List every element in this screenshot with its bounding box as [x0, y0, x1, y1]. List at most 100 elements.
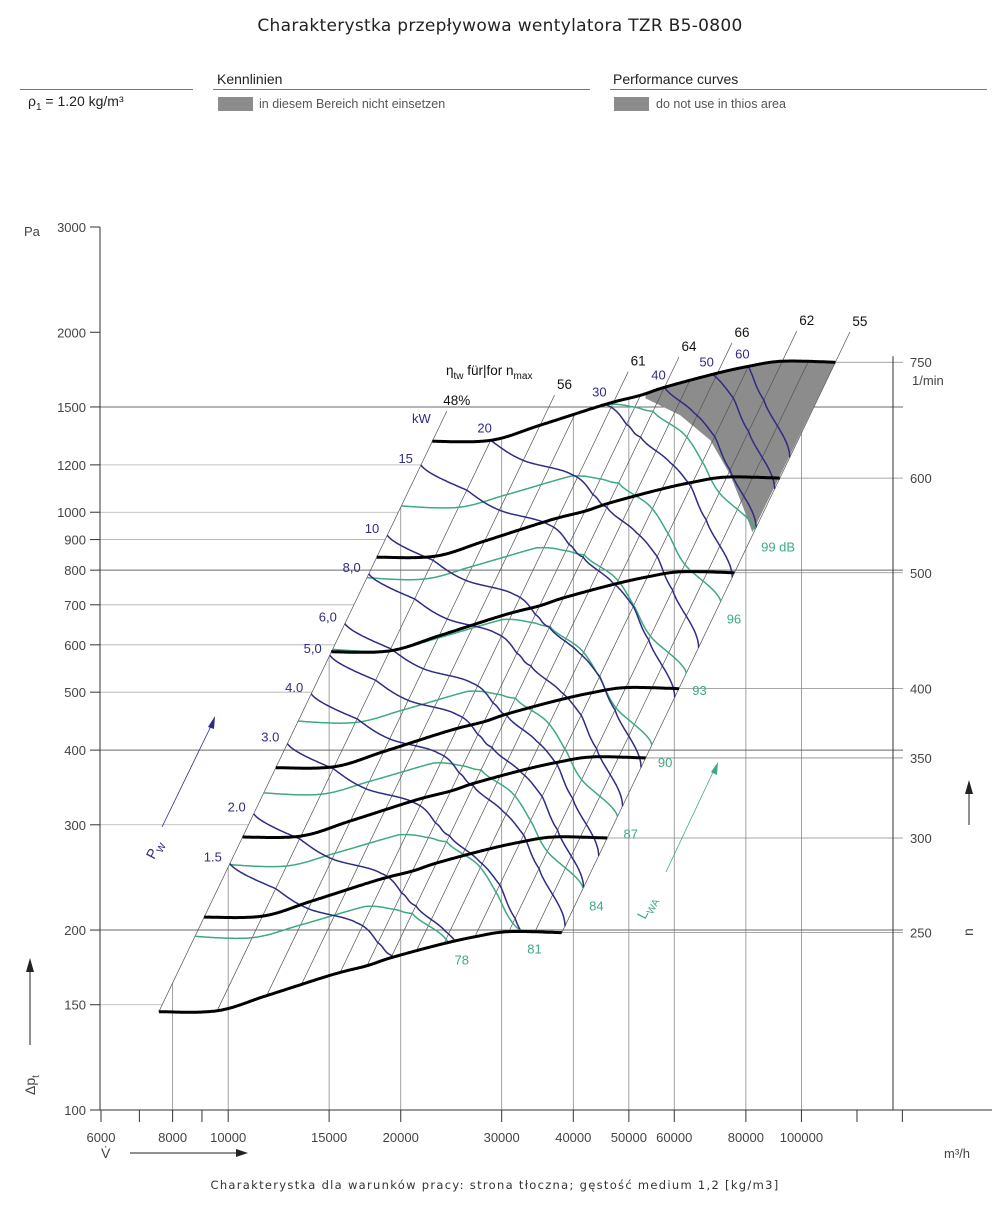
y-tick-label: 150	[64, 998, 86, 1013]
eta-symbol: η	[446, 363, 454, 378]
y-tick-label: 800	[64, 563, 86, 578]
y-tick-label: 1000	[57, 505, 86, 520]
eta-text: für|for n	[464, 363, 514, 378]
n-tick-label: 750	[910, 355, 932, 370]
speed-curve-500	[331, 570, 735, 654]
efficiency-line	[390, 356, 680, 958]
sound-curve-label: 90	[658, 755, 672, 770]
power-curve-label: 50	[699, 354, 713, 369]
power-curve-label: 40	[651, 367, 665, 382]
system-line	[366, 395, 641, 966]
efficiency-label: 64	[682, 339, 698, 354]
power-axis-label: PW	[143, 837, 170, 863]
n-arrow-head-icon	[965, 780, 973, 794]
sound-curve-label: 87	[624, 827, 638, 842]
power-curve-label: 10	[365, 521, 379, 536]
sound-curve-label: 96	[727, 611, 741, 626]
n-unit-label: 1/min	[912, 373, 944, 388]
svg-text:LWA: LWA	[634, 893, 663, 923]
footer-note: Charakterystka dla warunków pracy: stron…	[210, 1178, 780, 1192]
efficiency-line	[158, 410, 448, 1012]
divider	[20, 89, 193, 90]
y-arrow-head-icon	[26, 958, 34, 972]
eta-sub2: max	[514, 371, 533, 382]
power-curve-label: 20	[477, 420, 491, 435]
speed-curve-250	[158, 930, 563, 1014]
power-curve	[747, 366, 791, 458]
sound-curve-label: 84	[589, 898, 603, 913]
efficiency-label: 61	[631, 354, 646, 369]
power-curve-label: 60	[735, 346, 749, 361]
efficiency-label: 62	[799, 313, 814, 328]
y-tick-label: 1200	[57, 458, 86, 473]
x-tick-label: 15000	[311, 1130, 347, 1145]
x-tick-label: 20000	[383, 1130, 419, 1145]
n-tick-label: 250	[910, 926, 932, 941]
divider	[610, 89, 987, 90]
y-symbol-sub: t	[31, 1075, 42, 1078]
power-arrow-head-icon	[208, 716, 215, 729]
speed-curve-600	[376, 475, 780, 560]
en-heading: Performance curves	[613, 71, 739, 87]
speed-curve-300	[204, 835, 608, 920]
speed-curve-750	[432, 359, 836, 444]
power-curve	[712, 373, 776, 489]
efficiency-heading: ηtw für|for nmax	[446, 363, 532, 382]
sound-curve	[604, 403, 756, 530]
svg-text:PW: PW	[143, 837, 170, 863]
y-tick-label: 900	[64, 533, 86, 548]
sound-curve-label: 99 dB	[761, 540, 795, 555]
power-curve	[490, 439, 700, 648]
efficiency-line	[561, 331, 851, 933]
axes	[90, 226, 992, 1122]
efficiency-label: 55	[852, 314, 867, 329]
density-sub: 1	[35, 101, 42, 113]
y-tick-label: 200	[64, 923, 86, 938]
power-curve-label: 6,0	[319, 610, 337, 625]
en-legend-text: do not use in thios area	[656, 97, 786, 111]
y-tick-label: 700	[64, 598, 86, 613]
power-curve-label: 2.0	[228, 800, 246, 815]
sound-curve	[366, 546, 688, 674]
y-tick-label: 600	[64, 638, 86, 653]
x-axis-symbol: V̇	[101, 1145, 111, 1161]
power-curve	[286, 743, 522, 931]
speed-curve-400	[275, 685, 679, 770]
lwa-sub: WA	[645, 897, 662, 916]
n-tick-label: 350	[910, 751, 932, 766]
svg-text:Δpt: Δpt	[22, 1075, 42, 1095]
x-tick-label: 40000	[555, 1130, 591, 1145]
power-curve	[605, 403, 733, 578]
y-tick-label: 500	[64, 685, 86, 700]
system-line	[416, 380, 691, 951]
sound-curve-label: 78	[455, 953, 469, 968]
power-curves	[229, 366, 791, 958]
power-curve	[368, 573, 624, 807]
de-legend-text: in diesem Bereich nicht einsetzen	[259, 97, 446, 111]
sound-curve	[298, 690, 619, 817]
sound-curve	[401, 475, 722, 602]
y-tick-label: 400	[64, 743, 86, 758]
x-tick-label: 50000	[611, 1130, 647, 1145]
power-curve	[229, 863, 394, 958]
density-label: ρ1 = 1.20 kg/m³	[28, 93, 124, 113]
density-value: = 1.20 kg/m³	[41, 93, 124, 109]
sound-curve-label: 81	[527, 942, 541, 957]
n-tick-label: 600	[910, 471, 932, 486]
efficiency-label: 66	[734, 325, 749, 340]
density-symbol: ρ	[28, 93, 36, 109]
chart-title: Charakterystka przepływowa wentylatora T…	[257, 16, 743, 36]
system-line	[534, 361, 809, 932]
power-curve	[344, 623, 600, 856]
power-unit-label: kW	[412, 411, 432, 426]
y-tick-label: 3000	[57, 220, 86, 235]
y-unit-label: Pa	[24, 224, 41, 239]
n-tick-label: 300	[910, 831, 932, 846]
sound-curves	[194, 403, 756, 943]
power-curve-label: 15	[398, 451, 412, 466]
restricted-area-swatch	[614, 97, 649, 111]
power-curve-label: 4.0	[285, 680, 303, 695]
x-tick-label: 8000	[158, 1130, 187, 1145]
sound-arrow	[665, 769, 715, 873]
